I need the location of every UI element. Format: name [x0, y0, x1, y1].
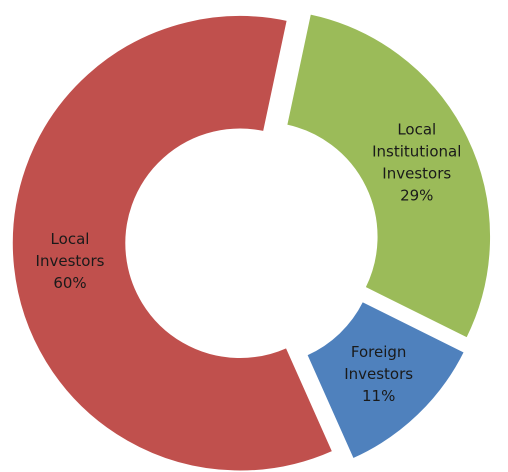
slice-label: Foreign Investors [344, 343, 413, 383]
value-label: 29% [400, 186, 433, 204]
slices [11, 12, 492, 472]
slice [11, 14, 334, 472]
slice [285, 12, 492, 340]
value-label: 60% [53, 274, 86, 292]
value-label: 11% [362, 387, 395, 405]
labels: Local Institutional Investors 29% Foreign Inv… [36, 120, 462, 405]
slice [305, 300, 466, 460]
slice-label: Local Investors [36, 230, 105, 270]
slice-label: Local Institutional Investors [372, 120, 461, 182]
